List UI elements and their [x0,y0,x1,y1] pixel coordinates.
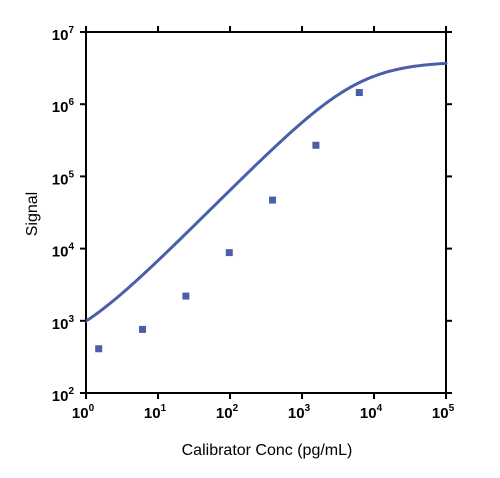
data-point [312,141,320,149]
x-tick-label: 105 [432,403,455,422]
y-tick-label: 107 [52,25,75,44]
y-axis-ticks: 102 103 104 105 106 107 [52,25,452,405]
data-point [139,325,147,333]
data-point [225,249,233,257]
x-axis-title: Calibrator Conc (pg/mL) [182,442,353,459]
plot-border [85,31,447,394]
x-tick-label: 103 [288,403,311,422]
x-axis-ticks: 100 101 102 103 104 105 [72,26,455,422]
y-axis-title: Signal [24,192,41,236]
y-tick-label: 103 [52,314,75,333]
y-tick-label: 106 [52,97,75,116]
data-point [269,196,277,204]
fit-curve-layer [84,61,448,323]
data-point [182,292,190,300]
data-points-layer [95,89,363,353]
plot-frame [85,31,447,394]
y-tick-label: 104 [52,242,75,261]
x-tick-label: 100 [72,403,95,422]
y-tick-label: 102 [52,386,75,405]
data-point [355,89,363,97]
data-point [95,345,103,353]
x-tick-label: 104 [360,403,383,422]
x-tick-label: 102 [216,403,239,422]
y-tick-label: 105 [52,169,75,188]
fit-curve [84,61,448,323]
x-tick-label: 101 [144,403,167,422]
